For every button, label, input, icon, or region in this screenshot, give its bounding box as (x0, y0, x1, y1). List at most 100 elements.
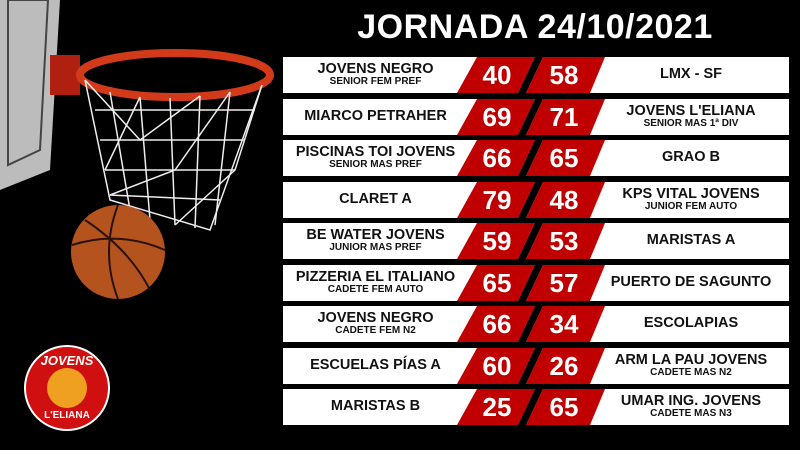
home-side: PIZZERIA EL ITALIANO CADETE FEM AUTO (283, 265, 468, 301)
home-category: SENIOR MAS PREF (329, 159, 422, 171)
logo-text: JOVENS (40, 353, 94, 368)
page-title: JORNADA 24/10/2021 (357, 8, 713, 46)
away-score: 65 (549, 392, 579, 422)
match-row: JOVENS NEGRO SENIOR FEM PREF 40 58 LMX - … (283, 57, 789, 93)
home-category: CADETE FEM N2 (335, 325, 416, 337)
home-score-bg (457, 140, 535, 176)
away-team: LMX - SF (659, 66, 723, 83)
away-score-bg (526, 389, 605, 425)
score-divider (518, 347, 543, 384)
away-score-bg (526, 347, 605, 384)
away-team: MARISTAS A (646, 232, 736, 249)
home-team: BE WATER JOVENS (306, 227, 445, 244)
home-side: MARISTAS B (283, 389, 468, 425)
home-category: SENIOR FEM PREF (329, 76, 422, 88)
score-band (457, 98, 605, 135)
team-logo: JOVENS L'ELIANA (24, 345, 110, 431)
away-team: GRAO B (662, 149, 720, 166)
score-divider (518, 57, 543, 93)
away-team: UMAR ING. JOVENS (620, 393, 762, 410)
home-score-bg (457, 223, 535, 259)
score-band (457, 306, 605, 342)
away-category: CADETE MAS N2 (650, 366, 732, 378)
away-side: JOVENS L'ELIANA SENIOR MAS 1ª DIV (593, 99, 789, 135)
match-row: JOVENS NEGRO CADETE FEM N2 66 34 ESCOLAPI… (283, 306, 789, 342)
home-score: 59 (482, 226, 512, 256)
score-divider (518, 181, 543, 218)
away-score-bg (526, 306, 605, 342)
score-band (457, 181, 605, 218)
home-team: JOVENS NEGRO (317, 310, 434, 327)
score-divider (518, 223, 543, 259)
home-team: PISCINAS TOI JOVENS (295, 144, 456, 161)
home-score-bg (457, 264, 535, 301)
away-score: 65 (549, 143, 579, 173)
away-side: MARISTAS A (593, 223, 789, 259)
away-team: ARM LA PAU JOVENS (614, 351, 768, 368)
home-category: CADETE FEM AUTO (327, 283, 424, 295)
home-side: JOVENS NEGRO SENIOR FEM PREF (283, 57, 468, 93)
home-side: BE WATER JOVENS JUNIOR MAS PREF (283, 223, 468, 259)
match-row: MARISTAS B 25 65 UMAR ING. JOVENS CADETE … (283, 389, 789, 425)
away-score-bg (526, 264, 605, 301)
home-side: CLARET A (283, 182, 468, 218)
home-side: PISCINAS TOI JOVENS SENIOR MAS PREF (283, 140, 468, 176)
home-score: 69 (482, 101, 512, 132)
away-score-bg (526, 98, 605, 135)
away-side: KPS VITAL JOVENS JUNIOR FEM AUTO (593, 182, 789, 218)
away-side: LMX - SF (593, 57, 789, 93)
away-score: 58 (549, 60, 579, 90)
away-team: ESCOLAPIAS (643, 315, 739, 332)
score-band (457, 223, 605, 259)
home-score-bg (457, 347, 535, 384)
away-score: 71 (549, 101, 579, 132)
match-row: PIZZERIA EL ITALIANO CADETE FEM AUTO 65 5… (283, 264, 789, 301)
away-score: 57 (549, 267, 579, 298)
score-band (457, 57, 605, 93)
home-score-bg (457, 306, 535, 342)
away-team: KPS VITAL JOVENS (622, 185, 760, 202)
home-side: MIARCO PETRAHER (283, 99, 468, 135)
away-side: ARM LA PAU JOVENS CADETE MAS N2 (593, 348, 789, 384)
match-row: CLARET A 79 48 KPS VITAL JOVENS JUNIOR FE… (283, 181, 789, 218)
away-category: CADETE MAS N3 (650, 408, 732, 420)
away-category: JUNIOR FEM AUTO (644, 200, 738, 212)
score-band (457, 140, 605, 176)
away-score: 34 (549, 309, 579, 339)
away-team: PUERTO DE SAGUNTO (610, 273, 772, 290)
home-score-bg (457, 181, 535, 218)
away-score: 53 (549, 226, 579, 256)
match-row: BE WATER JOVENS JUNIOR MAS PREF 59 53 MAR… (283, 223, 789, 259)
away-score-bg (526, 181, 605, 218)
score-divider (518, 389, 543, 425)
home-side: ESCUELAS PÍAS A (283, 348, 468, 384)
home-score: 66 (482, 309, 512, 339)
score-band (457, 389, 605, 425)
home-team: CLARET A (339, 190, 412, 207)
basketball-hoop-image (0, 0, 274, 300)
score-divider (518, 264, 543, 301)
home-score-bg (457, 98, 535, 135)
home-category: JUNIOR MAS PREF (329, 242, 422, 254)
away-side: GRAO B (593, 140, 789, 176)
match-row: PISCINAS TOI JOVENS SENIOR MAS PREF 66 65… (283, 140, 789, 176)
home-score: 40 (482, 60, 512, 90)
home-score: 60 (482, 350, 512, 381)
score-band (457, 264, 605, 301)
home-team: JOVENS NEGRO (317, 61, 434, 78)
away-side: PUERTO DE SAGUNTO (593, 265, 789, 301)
home-team: MARISTAS B (330, 398, 421, 415)
away-team: JOVENS L'ELIANA (626, 102, 756, 119)
home-side: JOVENS NEGRO CADETE FEM N2 (283, 306, 468, 342)
away-score-bg (526, 57, 605, 93)
match-row: ESCUELAS PÍAS A 60 26 ARM LA PAU JOVENS C… (283, 347, 789, 384)
home-score-bg (457, 389, 535, 425)
away-side: UMAR ING. JOVENS CADETE MAS N3 (593, 389, 789, 425)
home-team: MIARCO PETRAHER (304, 107, 447, 124)
home-team: PIZZERIA EL ITALIANO (295, 268, 456, 285)
home-team: ESCUELAS PÍAS A (310, 356, 441, 373)
away-category: SENIOR MAS 1ª DIV (643, 117, 739, 129)
away-side: ESCOLAPIAS (593, 306, 789, 342)
score-divider (518, 98, 543, 135)
